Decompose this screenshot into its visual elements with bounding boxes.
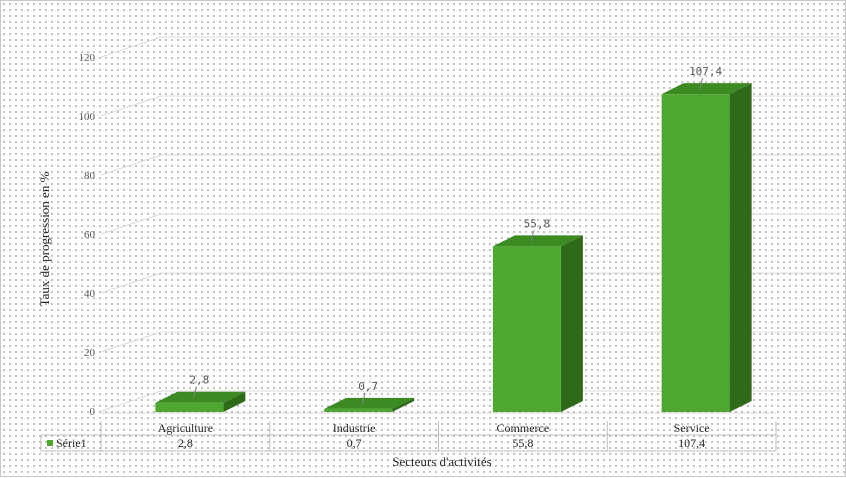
bar-top: [324, 397, 415, 409]
y-tick-label: 40: [84, 288, 96, 300]
x-axis-title: Secteurs d'activités: [392, 454, 491, 469]
bar-top: [492, 235, 583, 247]
gridline: [100, 272, 841, 294]
data-label: 2,8: [189, 374, 209, 387]
bar: [661, 94, 730, 413]
data-label: 107,4: [689, 65, 722, 78]
y-tick-label: 20: [84, 347, 96, 359]
bar: [324, 408, 393, 412]
gridline: [100, 36, 841, 58]
table-value: 2,8: [178, 436, 193, 450]
x-category-label: Agriculture: [158, 421, 213, 435]
bar-side: [223, 391, 246, 412]
legend-label: Série1: [56, 436, 87, 450]
bar-side: [729, 83, 752, 413]
table-value: 0,7: [347, 436, 362, 450]
data-label-leader: [699, 78, 704, 90]
x-category-label: Service: [674, 421, 710, 435]
bar-side: [392, 397, 415, 412]
gridline: [100, 95, 841, 117]
x-category-label: Industrie: [333, 421, 376, 435]
gridline: [100, 154, 841, 176]
x-category-label: Commerce: [497, 421, 550, 435]
data-label-leader: [530, 230, 535, 243]
data-label: 0,7: [358, 380, 378, 393]
bar-top: [661, 83, 752, 95]
data-label-leader: [192, 386, 197, 399]
table-value: 107,4: [678, 436, 705, 450]
y-tick-label: 120: [79, 52, 96, 64]
table-value: 55,8: [512, 436, 533, 450]
gridline: [100, 390, 841, 412]
y-tick-label: 0: [90, 406, 96, 418]
bar-side: [560, 235, 583, 412]
legend-key: [47, 440, 53, 446]
data-label-leader: [361, 392, 366, 405]
gridline: [100, 331, 841, 353]
bar: [155, 402, 224, 412]
y-tick-label: 100: [79, 111, 96, 123]
bar-top: [155, 391, 246, 403]
data-label: 55,8: [524, 217, 551, 230]
bar: [492, 246, 561, 412]
table-border: [40, 421, 777, 452]
gridline: [100, 213, 841, 235]
y-tick-label: 80: [84, 170, 96, 182]
y-tick-label: 60: [84, 229, 96, 241]
y-axis-title: Taux de progression en %: [37, 171, 52, 306]
